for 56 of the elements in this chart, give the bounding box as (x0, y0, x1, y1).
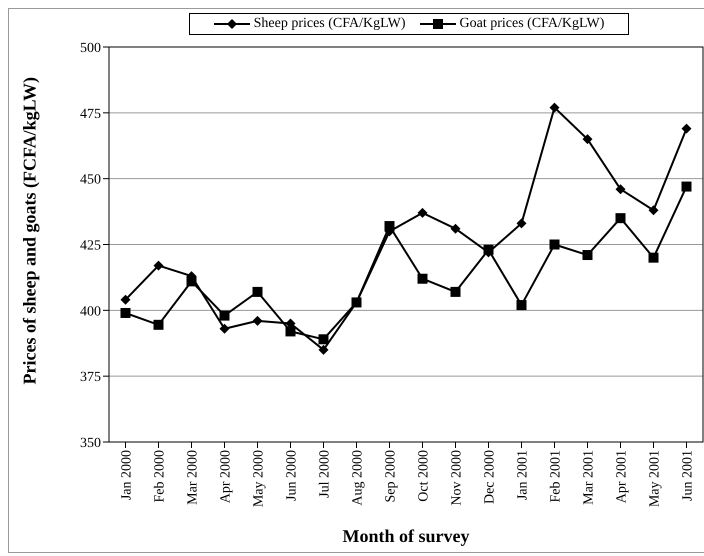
point (550, 240, 560, 250)
x-tick-label: Aug 2000 (350, 450, 366, 506)
x-tick-label: Feb 2000 (152, 450, 168, 502)
y-tick-label: 500 (80, 40, 101, 56)
legend-label: Sheep prices (CFA/KgLW) (252, 16, 406, 32)
point (418, 274, 428, 284)
point (516, 300, 526, 310)
point (252, 316, 262, 326)
x-tick-label: Jan 2000 (119, 450, 134, 500)
point (450, 224, 460, 234)
x-tick-label: Apr 2001 (614, 450, 630, 504)
point (516, 218, 526, 228)
legend-label: Goat prices (CFA/KgLW) (458, 16, 604, 32)
point (616, 213, 626, 224)
point (682, 124, 692, 134)
x-tick-label: Nov 2000 (449, 450, 464, 506)
y-tick-label: 475 (80, 106, 101, 122)
point (318, 334, 328, 344)
point (154, 320, 164, 330)
point (616, 184, 626, 194)
point (550, 102, 560, 113)
y-tick-label: 400 (80, 304, 101, 320)
x-tick-label: Dec 2000 (482, 450, 498, 504)
x-tick-label: Jan 2001 (515, 450, 530, 500)
x-tick-label: Jul 2000 (317, 450, 332, 498)
x-tick-label: Sep 2000 (383, 450, 398, 502)
point (120, 294, 130, 305)
point (120, 308, 130, 318)
x-tick-label: Apr 2000 (218, 450, 234, 504)
x-tick-label: Jun 2001 (680, 450, 696, 501)
point (582, 134, 592, 144)
y-tick-label: 350 (80, 436, 101, 451)
x-axis-title: Month of survey (342, 526, 470, 546)
y-axis-title: Prices of sheep and goats (FCFA/kgLW) (19, 77, 40, 384)
x-tick-label: Mar 2001 (581, 450, 596, 505)
point (252, 286, 262, 297)
point (682, 182, 692, 192)
x-tick-label: Oct 2000 (416, 450, 432, 502)
point (154, 260, 164, 271)
point (318, 344, 328, 355)
x-tick-label: May 2001 (647, 450, 662, 508)
y-tick-label: 450 (80, 172, 101, 188)
y-tick-label: 375 (80, 370, 101, 386)
x-tick-label: Mar 2000 (185, 450, 200, 505)
point (220, 310, 230, 321)
point (418, 208, 428, 218)
point (648, 205, 658, 216)
point (582, 250, 592, 260)
point (648, 252, 658, 263)
x-tick-label: May 2000 (251, 450, 266, 508)
x-tick-label: Feb 2001 (548, 450, 564, 502)
y-tick-label: 425 (80, 238, 101, 254)
point (450, 286, 460, 297)
point (286, 326, 296, 336)
x-tick-label: Jun 2000 (284, 450, 300, 501)
point (220, 324, 230, 334)
